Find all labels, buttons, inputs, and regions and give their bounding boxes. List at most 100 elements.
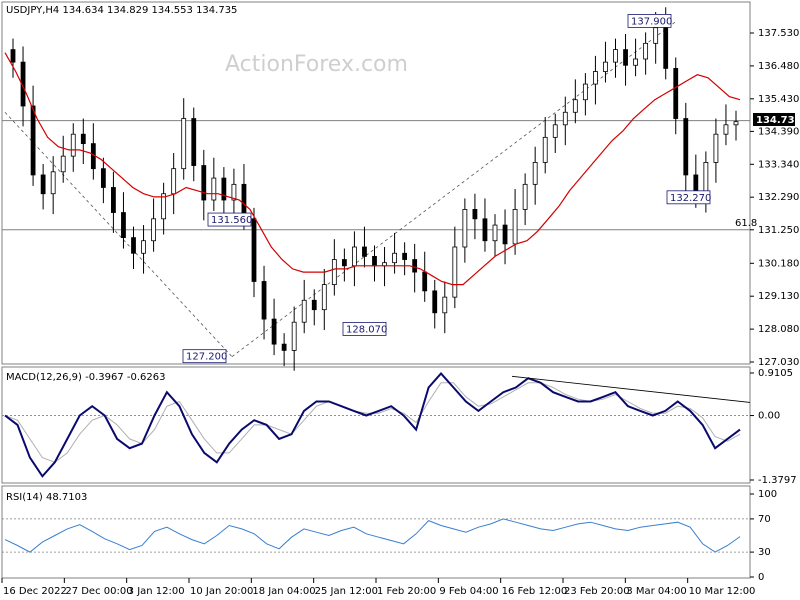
price-callout-label: 137.900 [631, 16, 672, 27]
x-tick-label: 1 Feb 20:00 [377, 586, 436, 597]
price-candle-body [341, 259, 347, 267]
price-y-tick-label: 136.480 [758, 61, 799, 72]
price-candle-body [151, 218, 156, 242]
price-candle-body [422, 271, 428, 292]
price-candle-body [221, 177, 227, 201]
price-candle-body [653, 27, 659, 44]
macd-panel-header: MACD(12,26,9) -0.3967 -0.6263 [6, 372, 166, 383]
price-candle-body [20, 61, 26, 107]
price-candle-body [723, 124, 729, 135]
x-tick-label: 9 Feb 04:00 [439, 586, 498, 597]
macd-line [4, 371, 741, 478]
price-candle-body [643, 42, 649, 60]
current-price-tag-text: 134.735 [756, 115, 800, 126]
price-candle-body [562, 111, 568, 126]
price-candle-body [201, 165, 207, 201]
price-candle-body [321, 284, 327, 311]
rsi-plot [2, 518, 750, 553]
macd-y-tick-label: 0.9105 [758, 368, 793, 379]
price-callout-label: 131.560 [211, 215, 252, 226]
price-callout-label: 132.270 [670, 193, 711, 204]
price-candle-body [301, 299, 307, 323]
rsi-panel-frame [1, 485, 751, 579]
rsi-line [4, 518, 741, 553]
price-callout-box [627, 14, 672, 28]
price-candle-body [572, 99, 578, 113]
x-tick-label: 18 Jan 04:00 [252, 586, 315, 597]
price-callout-box [342, 322, 387, 336]
price-candle-body [231, 183, 237, 201]
price-candle-body [412, 259, 418, 273]
price-candle-body [271, 318, 277, 345]
price-candle-body [663, 27, 669, 69]
price-candle-body [291, 321, 297, 351]
price-candle-body [100, 168, 106, 188]
price-y-tick-label: 130.180 [758, 258, 799, 269]
price-candle-body [452, 246, 458, 298]
macd-panel-frame [1, 366, 751, 484]
price-candle-body [713, 133, 719, 163]
x-tick-label: 16 Dec 2022 [3, 586, 67, 597]
price-y-tick-label: 132.290 [758, 192, 799, 203]
price-candle-body [522, 183, 528, 210]
price-candle-body [60, 155, 66, 173]
fib-level-label: 61.8 [735, 218, 757, 229]
price-candle-body [593, 71, 598, 85]
price-candle-body [673, 68, 679, 119]
price-candle-body [70, 133, 76, 157]
price-callout-box [666, 190, 711, 205]
price-candle-body [171, 168, 177, 195]
price-candle-body [492, 224, 498, 242]
price-candle-body [552, 124, 558, 138]
price-candle-body [111, 187, 116, 213]
price-y-tick-label: 128.080 [758, 324, 799, 335]
price-y-tick-label: 135.430 [758, 94, 799, 105]
price-candle-body [532, 162, 538, 185]
x-tick-label: 25 Jan 12:00 [315, 586, 378, 597]
price-candle-body [623, 49, 628, 66]
price-grid [2, 120, 750, 231]
price-y-tick-label: 137.530 [758, 28, 799, 39]
current-price-tag-bg [753, 113, 795, 126]
price-y-tick-label: 133.340 [758, 159, 799, 170]
x-tick-label: 27 Dec 00:00 [65, 586, 132, 597]
price-candle-body [372, 256, 377, 267]
price-annotations: 137.900 132.270 131.560 128.070 127.200 [182, 14, 711, 364]
price-candle-body [683, 118, 689, 176]
price-candle-body [141, 240, 146, 254]
price-candle-body [131, 237, 136, 254]
price-candle-body [362, 246, 367, 257]
rsi-y-tick-label: 0 [758, 572, 764, 583]
price-candle-body [512, 209, 518, 245]
macd-y-tick-label: 0.00 [758, 411, 780, 422]
price-candle-body [311, 299, 317, 311]
x-tick-label: 3 Mar 04:00 [626, 586, 686, 597]
price-candle-body [121, 212, 126, 239]
price-candle-body [432, 290, 438, 314]
price-candle-body [40, 174, 46, 195]
price-candle-body [472, 209, 478, 220]
macd-plot [2, 371, 751, 478]
price-candle-body [261, 281, 267, 320]
price-callout-label: 127.200 [186, 352, 227, 363]
macd-trend-line [511, 375, 751, 403]
x-tick-label: 16 Feb 12:00 [502, 586, 568, 597]
price-candle-body [181, 118, 187, 170]
x-tick-label: 10 Mar 12:00 [689, 586, 756, 597]
price-candle-body [603, 61, 608, 72]
current-price-tag: 134.735 [753, 113, 800, 126]
rsi-y-axis: 100 70 30 0 [750, 489, 777, 583]
x-tick-label: 10 Jan 20:00 [190, 586, 253, 597]
price-candle-body [191, 118, 197, 166]
price-candle-body [392, 252, 397, 264]
x-tick-label: 3 Jan 12:00 [128, 586, 185, 597]
price-callout-label: 128.070 [346, 324, 387, 335]
price-trend-line [4, 112, 233, 357]
price-candle-body [582, 83, 588, 101]
price-candle-body [733, 121, 739, 126]
macd-y-tick-label: -1.3797 [758, 475, 797, 486]
rsi-panel-header: RSI(14) 48.7103 [6, 492, 87, 503]
rsi-y-tick-label: 30 [758, 547, 771, 558]
price-candle-body [30, 105, 36, 176]
